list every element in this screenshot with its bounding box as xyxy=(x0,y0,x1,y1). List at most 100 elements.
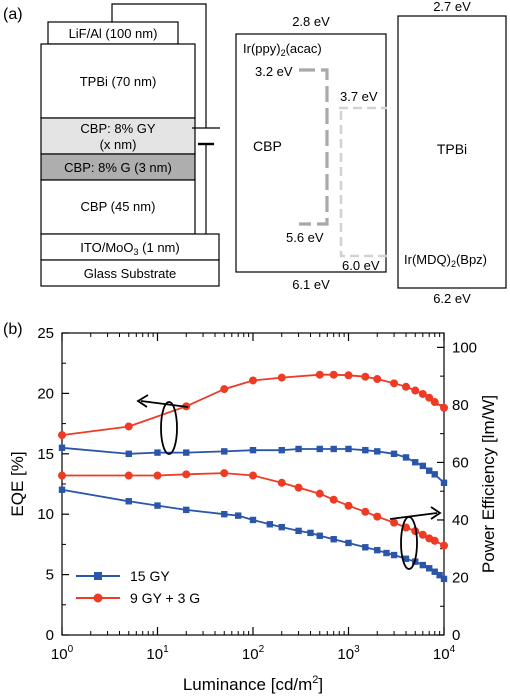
data-point xyxy=(373,375,382,384)
data-point xyxy=(153,471,162,480)
data-point xyxy=(154,449,161,456)
data-point xyxy=(425,393,434,402)
data-point xyxy=(440,479,448,486)
data-point xyxy=(345,539,352,547)
series-3 xyxy=(58,370,448,440)
gy-layer-thickness: (x nm) xyxy=(100,137,137,152)
data-point xyxy=(315,489,324,498)
data-point xyxy=(316,532,323,539)
data-point xyxy=(402,454,410,461)
data-point xyxy=(361,372,370,381)
data-point xyxy=(295,445,302,453)
cbp-homo-label: 6.1 eV xyxy=(292,277,330,292)
data-point xyxy=(330,536,337,543)
data-point xyxy=(329,370,338,379)
data-point xyxy=(402,555,410,562)
device-stack xyxy=(40,21,220,287)
data-point xyxy=(383,549,390,557)
data-point xyxy=(440,541,448,550)
data-point xyxy=(440,575,448,583)
data-point xyxy=(278,446,285,454)
data-point xyxy=(390,518,399,527)
tpbi-homo-label: 6.2 eV xyxy=(433,291,471,306)
data-point xyxy=(426,467,433,474)
panel-a-label: (a) xyxy=(3,6,23,23)
data-point xyxy=(220,385,229,394)
glass-layer xyxy=(40,259,220,287)
y-axis-right-label: Power Efficiency [lm/W] xyxy=(479,395,498,573)
data-point xyxy=(430,398,439,407)
irppy-lumo-label: 3.2 eV xyxy=(255,64,293,79)
g-layer-label: CBP: 8% G (3 nm) xyxy=(64,160,172,175)
data-point xyxy=(362,446,369,454)
data-point xyxy=(418,389,427,398)
data-point xyxy=(58,431,66,440)
annotation-arrowhead-left xyxy=(136,394,149,408)
circuit-wire xyxy=(111,3,220,234)
legend-marker-9gy3g xyxy=(93,593,103,603)
y-left-tick-label: 15 xyxy=(37,446,54,463)
data-point xyxy=(125,498,132,505)
data-point xyxy=(345,445,352,453)
y-left-tick-label: 10 xyxy=(37,506,54,523)
data-point xyxy=(374,546,381,554)
data-point xyxy=(220,469,229,478)
series-layer xyxy=(58,370,448,583)
g-layer xyxy=(40,153,196,181)
series-2 xyxy=(58,469,448,550)
y-axis-left-label: EQE [%] xyxy=(8,451,27,516)
irppy-level xyxy=(299,68,329,226)
data-point xyxy=(374,448,381,455)
data-point xyxy=(249,446,257,454)
irmdq-label: Ir(MDQ)2(Bpz) xyxy=(404,252,487,269)
data-point xyxy=(390,551,398,559)
data-point xyxy=(307,529,314,537)
tpbi-energy-box xyxy=(397,15,507,289)
y-right-tick-label: 60 xyxy=(452,454,469,471)
y-right-tick-label: 100 xyxy=(452,339,477,356)
data-point xyxy=(431,471,438,478)
data-point xyxy=(278,523,285,531)
data-point xyxy=(419,561,427,569)
data-point xyxy=(430,536,439,545)
legend-text-15gy: 15 GY xyxy=(130,568,170,584)
panel-b-label: (b) xyxy=(3,321,23,338)
data-point xyxy=(344,501,353,510)
annotation-arrowhead-right xyxy=(430,506,442,520)
series-1 xyxy=(58,486,448,583)
glass-layer-label: Glass Substrate xyxy=(84,266,177,281)
data-point xyxy=(125,450,132,457)
y-left-tick-label: 25 xyxy=(37,325,54,342)
data-point xyxy=(294,483,303,492)
lif-label: LiF/Al (100 nm) xyxy=(69,26,158,41)
legend-text-9gy3g: 9 GY + 3 G xyxy=(130,590,200,606)
y-right-tick-label: 0 xyxy=(452,627,460,644)
annotation-arrow-left xyxy=(140,400,189,408)
data-point xyxy=(183,449,190,456)
data-point xyxy=(183,506,190,514)
x-axis-label: Luminance [cd/m2] xyxy=(183,674,323,694)
data-point xyxy=(249,516,257,524)
series-line xyxy=(62,472,445,547)
ito-layer-label: ITO/MoO3 (1 nm) xyxy=(80,240,179,257)
data-point xyxy=(295,527,302,535)
data-point xyxy=(221,448,228,455)
y-right-tick-label: 20 xyxy=(452,569,469,586)
data-point xyxy=(316,445,323,453)
data-point xyxy=(58,471,66,480)
cbp-layer-label: CBP (45 nm) xyxy=(81,199,156,214)
x-tick-label: 102 xyxy=(242,644,265,663)
legend-marker-15gy xyxy=(94,572,102,580)
data-point xyxy=(249,376,257,385)
irmdq-homo-label: 6.0 eV xyxy=(342,258,380,273)
gy-layer-label: CBP: 8% GY xyxy=(80,121,155,136)
y-axis-left: 0 5 10 15 20 25 xyxy=(37,325,69,644)
irppy-homo-label: 5.6 eV xyxy=(286,230,324,245)
data-point xyxy=(154,502,161,509)
left-axis-annotation xyxy=(136,394,189,455)
series-line xyxy=(61,488,445,580)
data-point xyxy=(390,379,399,388)
data-point xyxy=(390,450,398,457)
data-point xyxy=(221,511,228,518)
